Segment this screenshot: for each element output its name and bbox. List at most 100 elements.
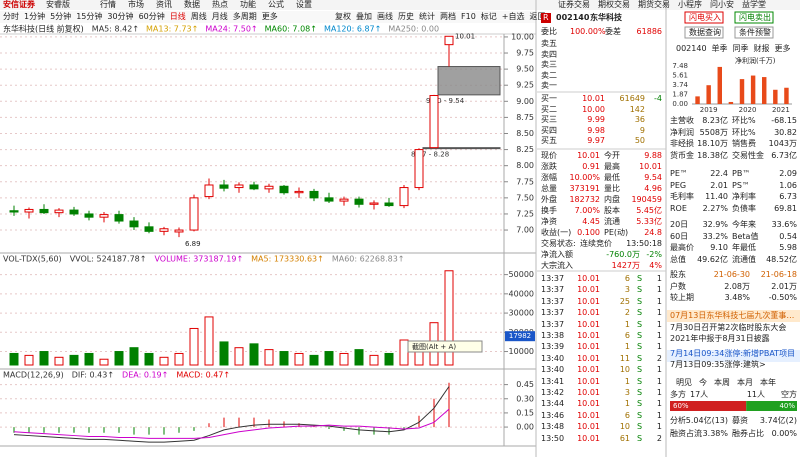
cell: 0.91 bbox=[582, 162, 600, 171]
sentiment-tab[interactable]: 本年 bbox=[760, 378, 776, 387]
menu-item[interactable]: 行情 bbox=[100, 0, 116, 9]
cell: S bbox=[637, 388, 643, 397]
menu-item[interactable]: 期货交易 bbox=[638, 0, 670, 9]
button-label[interactable]: 条件预警 bbox=[739, 28, 771, 37]
tool-button[interactable]: 标记 bbox=[480, 12, 497, 21]
period-tab[interactable]: 60分钟 bbox=[138, 12, 165, 21]
cell: 5.98 bbox=[779, 243, 797, 252]
cell: 13:37 bbox=[541, 274, 565, 283]
cell: 4.45 bbox=[582, 217, 600, 226]
gap-label: 9.10 - 9.54 bbox=[426, 97, 465, 105]
f10-tab[interactable]: 更多 bbox=[774, 44, 791, 53]
cell: 4% bbox=[649, 260, 662, 270]
cell: 买二 bbox=[541, 104, 557, 114]
y-tick-label: 0.30 bbox=[516, 394, 534, 403]
menu-item[interactable]: 热点 bbox=[212, 0, 228, 9]
cell: 交易状态: bbox=[541, 239, 576, 248]
news-item[interactable]: 2021年中报于8月31日披露 bbox=[670, 334, 770, 344]
candle-body bbox=[114, 214, 124, 222]
period-tab[interactable]: 周线 bbox=[190, 12, 207, 21]
menu-item[interactable]: 问小安 bbox=[710, 0, 734, 9]
period-tab[interactable]: 5分钟 bbox=[50, 12, 72, 21]
tool-button[interactable]: 返回 bbox=[529, 12, 546, 21]
volume-bar bbox=[219, 341, 229, 366]
cell: 17人 bbox=[690, 390, 709, 399]
period-tab[interactable]: 月线 bbox=[211, 12, 228, 21]
candle-body bbox=[24, 208, 34, 213]
menu-item[interactable]: 公式 bbox=[268, 0, 284, 9]
menu-item[interactable]: 小程序 bbox=[678, 0, 702, 9]
period-tab[interactable]: 日线 bbox=[169, 12, 186, 21]
tool-button[interactable]: 历史 bbox=[398, 12, 414, 21]
menu-item[interactable]: 功能 bbox=[240, 0, 256, 9]
period-tab[interactable]: 15分钟 bbox=[76, 12, 103, 21]
y-tick-label: 0.00 bbox=[516, 423, 534, 432]
tool-button[interactable]: F10 bbox=[461, 12, 476, 21]
sentiment-tab[interactable]: 本周 bbox=[714, 378, 730, 387]
period-tab[interactable]: 1分钟 bbox=[24, 12, 46, 21]
button-label[interactable]: 数据查询 bbox=[689, 28, 721, 37]
cell: 年最低 bbox=[732, 243, 756, 252]
cell: 1 bbox=[624, 399, 630, 409]
tool-button[interactable]: 复权 bbox=[335, 12, 351, 21]
f10-tab[interactable]: 同季 bbox=[732, 44, 749, 53]
candle-body bbox=[369, 202, 379, 205]
tool-button[interactable]: 两档 bbox=[440, 12, 456, 21]
cell: 股本 bbox=[604, 206, 620, 215]
cell: 4.96 bbox=[644, 184, 662, 193]
tool-button[interactable]: 叠加 bbox=[356, 12, 372, 21]
cell: 13:37 bbox=[541, 285, 565, 295]
menu-item[interactable]: 资讯 bbox=[156, 0, 172, 9]
news-item[interactable]: 7月13日09:35涨停:建筑> bbox=[670, 360, 766, 370]
sentiment-label: 60% bbox=[673, 402, 689, 410]
volume-bar bbox=[369, 354, 379, 366]
period-tab[interactable]: 多周期 bbox=[232, 12, 257, 21]
button-label[interactable]: 闪电卖出 bbox=[739, 13, 771, 22]
cell: 8.23亿 bbox=[702, 116, 728, 125]
candle-body bbox=[414, 149, 424, 189]
tool-button[interactable]: 统计 bbox=[419, 12, 435, 21]
news-item[interactable]: 7月14日09:34涨停:新增PBAT项目 bbox=[670, 348, 796, 358]
news-item[interactable]: 07月13日东华科技七届九次董事… bbox=[670, 311, 795, 320]
legend-item: MA5: 8.42↑ bbox=[92, 25, 139, 34]
y-tick-label: 1.87 bbox=[672, 91, 688, 99]
cell: PS™ bbox=[732, 180, 750, 190]
menu-bar bbox=[0, 0, 800, 10]
cell: 30.82 bbox=[774, 127, 797, 137]
cell: 融资占流 bbox=[670, 429, 702, 438]
volume-bar bbox=[354, 349, 364, 366]
menu-item[interactable]: 益学堂 bbox=[742, 0, 766, 9]
sentiment-tab[interactable]: 明见 bbox=[676, 378, 692, 387]
menu-item[interactable]: 设置 bbox=[296, 0, 312, 9]
cell: S bbox=[637, 319, 643, 329]
tool-button[interactable]: +自选 bbox=[501, 12, 525, 21]
edition: 安睿版 bbox=[46, 0, 70, 9]
f10-tab[interactable]: 002140 bbox=[676, 44, 707, 53]
menu-item[interactable]: 期权交易 bbox=[598, 0, 630, 9]
chart-title: 东华科技(日线 前复权) bbox=[3, 24, 84, 34]
tool-button[interactable]: 画线 bbox=[377, 12, 393, 21]
news-item[interactable]: 7月30日召开第2次临时股东大会 bbox=[670, 322, 787, 332]
cell: 21-06-18 bbox=[760, 270, 797, 279]
period-tab[interactable]: 分时 bbox=[3, 12, 19, 21]
cell: 环比% bbox=[732, 116, 756, 125]
volume-bar bbox=[24, 354, 34, 366]
sentiment-tab[interactable]: 本月 bbox=[737, 378, 753, 387]
f10-tab[interactable]: 单季 bbox=[711, 44, 728, 53]
cell: 连续竞价 bbox=[580, 239, 612, 248]
sentiment-tab[interactable]: 今 bbox=[699, 378, 707, 387]
period-tab[interactable]: 更多 bbox=[261, 12, 278, 21]
cell: 6 bbox=[624, 274, 630, 283]
menu-item[interactable]: 证券交易 bbox=[558, 0, 590, 9]
menu-item[interactable]: 市场 bbox=[128, 0, 144, 9]
period-tab[interactable]: 30分钟 bbox=[107, 12, 134, 21]
alert-button[interactable] bbox=[734, 26, 774, 39]
menu-item[interactable]: 数据 bbox=[184, 0, 200, 9]
y-tick-label: 9.75 bbox=[516, 49, 534, 58]
f10-tab[interactable]: 财报 bbox=[753, 44, 770, 53]
sell-button[interactable] bbox=[734, 11, 774, 24]
cell: 内盘 bbox=[604, 195, 620, 204]
query-button[interactable] bbox=[684, 26, 724, 39]
buy-button[interactable] bbox=[684, 11, 724, 24]
button-label[interactable]: 闪电买入 bbox=[689, 13, 721, 22]
